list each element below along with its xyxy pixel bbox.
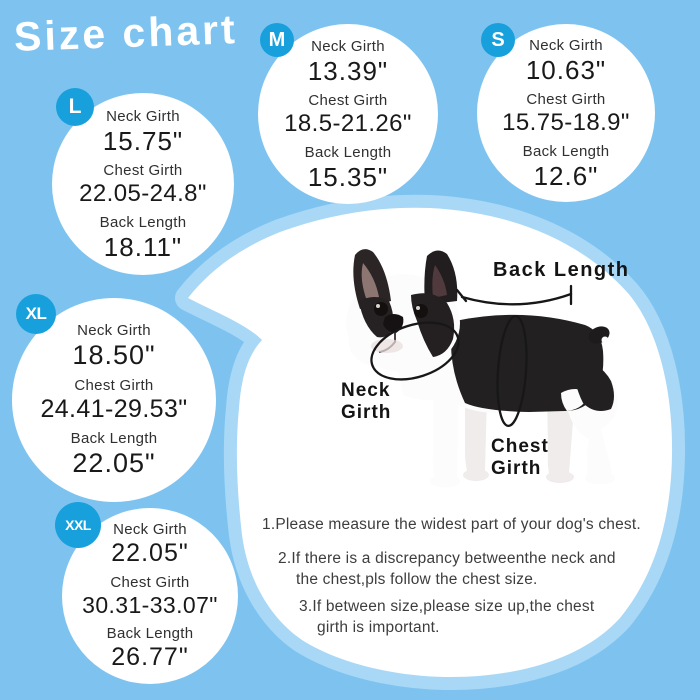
back-length-group: Back Length 15.35" [305, 145, 392, 190]
dog-near-front-leg [432, 383, 459, 483]
back-length-label: Back Length [522, 142, 610, 160]
neck-girth-label: Neck Girth [106, 107, 180, 125]
neck-girth-diagram-label: Neck Girth [341, 380, 392, 423]
back-length-label: Back Length [99, 213, 187, 231]
size-circle-xxl: Neck Girth 22.05" Chest Girth 30.31-33.0… [62, 508, 238, 684]
neck-girth-value: 13.39" [307, 55, 389, 86]
dog-far-hind-paw [546, 471, 574, 483]
dog-far-hind-leg [547, 393, 575, 479]
dog-nose [383, 314, 404, 333]
back-length-group: Back Length 12.6" [523, 144, 610, 189]
chest-girth-label: Chest Girth [110, 574, 190, 591]
chest-girth-label: Chest Girth [103, 161, 183, 179]
chest-girth-label: Chest Girth [74, 377, 154, 394]
neck-girth-value: 18.50" [72, 340, 156, 370]
note-3-line-1: 3.If between size,please size up,the che… [299, 598, 595, 615]
back-length-measure-line [460, 292, 573, 306]
dog-right-eye [414, 304, 428, 318]
chest-girth-group: Chest Girth 15.75-18.9" [502, 92, 630, 135]
chest-girth-group: Chest Girth 24.41-29.53" [40, 378, 187, 422]
back-length-value: 12.6" [533, 160, 599, 191]
back-length-group: Back Length 22.05" [71, 431, 158, 477]
dog-far-front-paw [463, 469, 489, 481]
back-length-value: 26.77" [111, 643, 189, 671]
size-circle-xl: Neck Girth 18.50" Chest Girth 24.41-29.5… [12, 298, 216, 502]
chest-girth-group: Chest Girth 18.5-21.26" [284, 93, 412, 136]
note-1: 1.Please measure the widest part of your… [262, 516, 641, 533]
note-3-line-2: girth is important. [317, 619, 440, 636]
dog-right-eye-glint [416, 306, 420, 310]
dog-near-front-paw [430, 474, 460, 488]
neck-girth-value: 15.75" [102, 125, 184, 156]
chest-girth-label: Chest Girth [308, 91, 388, 109]
neck-girth-label: Neck Girth [311, 37, 385, 55]
back-length-value: 22.05" [72, 448, 156, 478]
back-length-label: Back Length [106, 625, 194, 642]
dog-right-ear-inner [432, 265, 447, 298]
neck-girth-measure-loop [370, 321, 460, 381]
back-length-value: 18.11" [103, 231, 183, 262]
dog-near-hind-paw [585, 471, 615, 485]
neck-girth-value: 22.05" [111, 539, 189, 567]
chest-girth-value: 24.41-29.53" [40, 395, 188, 423]
note-2-line-2: the chest,pls follow the chest size. [296, 571, 538, 588]
back-length-group: Back Length 26.77" [107, 626, 194, 670]
chest-girth-value: 18.5-21.26" [284, 109, 412, 137]
back-length-left-tick [455, 288, 468, 303]
back-length-group: Back Length 18.11" [100, 215, 187, 260]
neck-girth-group: Neck Girth 15.75" [103, 109, 183, 154]
neck-girth-group: Neck Girth 18.50" [72, 323, 155, 369]
chest-girth-diagram-label: Chest Girth [491, 436, 549, 479]
back-length-label: Back Length [70, 430, 158, 447]
neck-girth-group: Neck Girth 13.39" [308, 39, 388, 84]
neck-girth-group: Neck Girth 10.63" [526, 38, 606, 83]
neck-girth-label: Neck Girth [113, 521, 187, 538]
chest-girth-label: Chest Girth [526, 90, 606, 108]
back-length-diagram-label: Back Length [493, 259, 630, 281]
size-badge-m: M [260, 23, 294, 57]
neck-girth-value: 10.63" [525, 54, 607, 85]
size-badge-l: L [56, 88, 94, 126]
dog-left-eye-glint [376, 304, 380, 308]
size-badge-xxl: XXL [55, 502, 101, 548]
chest-girth-group: Chest Girth 30.31-33.07" [82, 575, 218, 617]
dog-left-eye [374, 302, 388, 316]
chest-girth-group: Chest Girth 22.05-24.8" [79, 163, 207, 206]
dog-left-ear-inner [361, 263, 379, 301]
chest-girth-value: 15.75-18.9" [502, 108, 630, 136]
chest-girth-value: 22.05-24.8" [79, 179, 207, 207]
neck-girth-group: Neck Girth 22.05" [111, 522, 188, 566]
size-circle-l: Neck Girth 15.75" Chest Girth 22.05-24.8… [52, 93, 234, 275]
chest-girth-value: 30.31-33.07" [82, 592, 218, 618]
dog-far-front-leg [465, 393, 487, 477]
page-title: Size chart [13, 6, 239, 60]
french-bulldog-photo [346, 249, 618, 488]
dog-tail-white-tip [601, 336, 609, 344]
size-badge-s: S [481, 23, 515, 57]
size-badge-xl: XL [16, 294, 56, 334]
neck-girth-label: Neck Girth [529, 36, 603, 54]
neck-girth-label: Neck Girth [77, 322, 151, 339]
back-length-label: Back Length [304, 143, 392, 161]
chest-girth-measure-loop [496, 314, 528, 428]
size-circle-m: Neck Girth 13.39" Chest Girth 18.5-21.26… [258, 24, 438, 204]
dog-thigh-black-patch [573, 360, 614, 411]
back-length-value: 15.35" [307, 161, 389, 192]
note-2-line-1: 2.If there is a discrepancy betweenthe n… [278, 550, 616, 567]
